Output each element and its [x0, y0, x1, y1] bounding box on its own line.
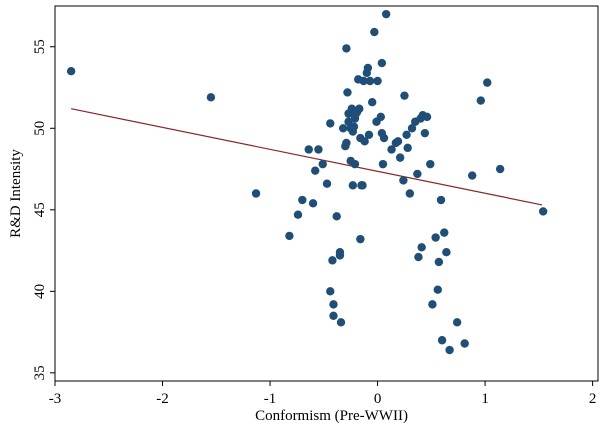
data-point	[445, 345, 454, 355]
data-point	[360, 137, 369, 146]
x-tick-label: -1	[264, 391, 277, 407]
x-tick-label: -2	[156, 391, 169, 407]
data-point	[335, 247, 345, 257]
data-point	[349, 122, 359, 131]
data-point	[206, 93, 216, 102]
data-point	[326, 119, 335, 128]
data-point	[336, 318, 346, 327]
data-point	[417, 243, 426, 252]
data-point	[359, 76, 368, 86]
data-point	[379, 133, 389, 143]
data-point	[308, 199, 318, 208]
data-point	[422, 112, 432, 122]
data-point	[467, 171, 477, 180]
data-point	[311, 166, 320, 175]
data-point	[318, 159, 327, 169]
x-axis-ticks: -3 -2 -1 0 1 2	[49, 381, 597, 407]
data-point	[363, 63, 373, 73]
data-point	[285, 231, 294, 241]
points-layer	[66, 9, 548, 355]
data-point	[376, 112, 385, 122]
fit-line	[71, 108, 543, 206]
data-point	[476, 96, 485, 105]
data-point	[426, 159, 435, 169]
data-point	[342, 44, 351, 53]
data-point	[428, 300, 437, 309]
x-tick-label: 2	[589, 391, 597, 407]
data-point	[343, 88, 352, 97]
data-point	[344, 117, 353, 126]
data-point	[400, 91, 409, 100]
data-point	[483, 78, 492, 87]
data-point	[405, 189, 415, 198]
data-point	[251, 189, 261, 198]
data-point	[434, 257, 444, 267]
data-point	[370, 27, 379, 37]
data-point	[387, 145, 396, 154]
data-point	[538, 207, 548, 216]
fit-line-layer	[71, 108, 543, 206]
data-point	[402, 130, 411, 140]
data-point	[393, 137, 403, 146]
data-point	[356, 234, 365, 244]
data-point	[365, 76, 375, 86]
data-point	[350, 159, 360, 169]
data-point	[437, 336, 447, 345]
data-point	[348, 181, 358, 190]
y-tick-label: 55	[32, 39, 48, 54]
data-point	[433, 285, 442, 294]
data-point	[367, 97, 377, 107]
data-point	[355, 104, 364, 113]
data-point	[364, 130, 374, 140]
data-point	[332, 212, 341, 221]
data-point	[338, 124, 348, 133]
data-point	[66, 67, 76, 76]
data-point	[314, 145, 323, 154]
data-point	[399, 176, 408, 185]
x-tick-label: -3	[49, 391, 62, 407]
data-point	[329, 300, 338, 309]
data-point	[395, 153, 405, 162]
data-point	[431, 233, 440, 242]
data-point	[373, 76, 382, 86]
data-point	[420, 128, 430, 138]
data-point	[304, 145, 313, 154]
data-point	[452, 318, 462, 327]
data-point	[403, 143, 412, 153]
data-point	[436, 195, 446, 205]
data-point	[342, 138, 351, 148]
data-point	[440, 228, 449, 237]
data-point	[328, 256, 337, 265]
data-point	[460, 339, 469, 348]
data-point	[293, 210, 303, 219]
data-point	[298, 195, 307, 205]
y-tick-label: 45	[32, 202, 48, 217]
data-point	[377, 58, 387, 68]
data-point	[407, 124, 417, 133]
data-point	[414, 252, 423, 262]
data-point	[322, 179, 332, 188]
data-point	[378, 159, 388, 169]
y-axis-ticks: 35 40 45 50 55	[32, 39, 55, 380]
data-point	[329, 311, 338, 320]
y-tick-label: 40	[32, 284, 48, 299]
data-point	[413, 169, 422, 179]
plot-area-frame	[54, 5, 599, 382]
data-point	[358, 181, 367, 190]
data-point	[326, 287, 335, 296]
data-point	[495, 164, 505, 174]
y-tick-label: 35	[32, 365, 48, 380]
data-point	[442, 247, 451, 257]
x-axis-title: Conformism (Pre-WWII)	[255, 408, 408, 424]
x-tick-label: 0	[374, 391, 382, 407]
y-axis-title: R&D Intensity	[8, 149, 24, 238]
data-point	[381, 9, 391, 19]
y-tick-label: 50	[32, 121, 48, 136]
x-tick-label: 1	[481, 391, 489, 407]
